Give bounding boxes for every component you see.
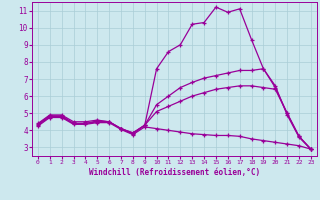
X-axis label: Windchill (Refroidissement éolien,°C): Windchill (Refroidissement éolien,°C) xyxy=(89,168,260,177)
